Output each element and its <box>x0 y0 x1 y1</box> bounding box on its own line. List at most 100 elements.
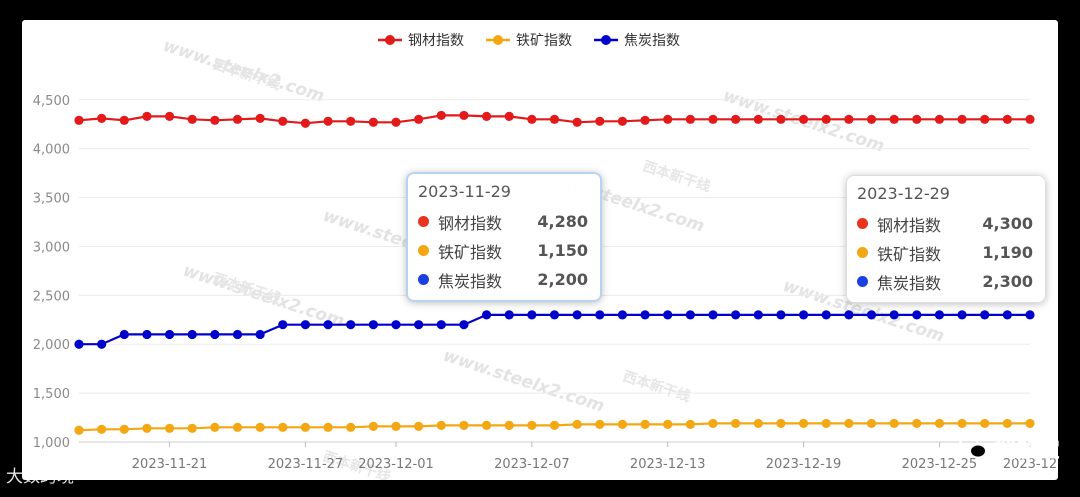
data-point[interactable] <box>640 419 650 429</box>
data-point[interactable] <box>776 310 786 320</box>
data-point[interactable] <box>346 422 356 432</box>
data-point[interactable] <box>753 310 763 320</box>
data-point[interactable] <box>481 111 492 121</box>
data-point[interactable] <box>368 421 378 431</box>
data-point[interactable] <box>1002 114 1012 124</box>
data-point[interactable] <box>912 114 922 124</box>
data-point[interactable] <box>753 418 763 429</box>
data-point[interactable] <box>481 310 492 320</box>
data-point[interactable] <box>685 419 695 429</box>
data-point[interactable] <box>640 310 650 320</box>
data-point[interactable] <box>1002 310 1012 320</box>
data-point[interactable] <box>776 418 786 429</box>
data-point[interactable] <box>97 113 107 123</box>
data-point[interactable] <box>187 329 197 340</box>
data-point[interactable] <box>527 114 537 124</box>
data-point[interactable] <box>368 320 378 330</box>
data-point[interactable] <box>866 418 877 429</box>
data-point[interactable] <box>980 310 990 320</box>
legend-item-1[interactable]: 钢材指数 <box>378 33 464 49</box>
data-point[interactable] <box>617 116 628 126</box>
data-point[interactable] <box>912 310 922 320</box>
data-point[interactable] <box>731 418 741 429</box>
data-point[interactable] <box>74 115 84 125</box>
data-point[interactable] <box>164 423 175 433</box>
data-point[interactable] <box>617 310 628 320</box>
data-point[interactable] <box>572 310 582 320</box>
data-point[interactable] <box>459 110 469 121</box>
data-point[interactable] <box>1025 418 1035 429</box>
data-point[interactable] <box>255 329 265 340</box>
data-point[interactable] <box>323 320 333 330</box>
data-point[interactable] <box>1025 310 1035 320</box>
data-point[interactable] <box>391 421 401 431</box>
data-point[interactable] <box>414 421 424 431</box>
data-point[interactable] <box>210 115 220 125</box>
data-point[interactable] <box>640 115 650 125</box>
data-point[interactable] <box>663 114 673 124</box>
data-point[interactable] <box>142 423 152 433</box>
data-point[interactable] <box>617 419 628 429</box>
data-point[interactable] <box>164 329 175 340</box>
data-point[interactable] <box>889 310 899 320</box>
data-point[interactable] <box>844 114 854 124</box>
data-point[interactable] <box>549 114 560 124</box>
data-point[interactable] <box>527 420 537 430</box>
data-point[interactable] <box>957 418 967 429</box>
data-point[interactable] <box>844 418 854 429</box>
data-point[interactable] <box>142 329 152 340</box>
data-point[interactable] <box>957 310 967 320</box>
data-point[interactable] <box>844 310 854 320</box>
data-point[interactable] <box>504 420 514 430</box>
data-point[interactable] <box>436 420 446 430</box>
data-point[interactable] <box>142 111 152 121</box>
data-point[interactable] <box>753 114 763 124</box>
data-point[interactable] <box>798 418 809 429</box>
data-point[interactable] <box>414 320 424 330</box>
data-point[interactable] <box>798 114 809 124</box>
data-point[interactable] <box>934 310 945 320</box>
data-point[interactable] <box>164 111 175 121</box>
data-point[interactable] <box>912 418 922 429</box>
data-point[interactable] <box>97 424 107 434</box>
data-point[interactable] <box>708 114 718 124</box>
data-point[interactable] <box>889 418 899 429</box>
data-point[interactable] <box>934 114 945 124</box>
legend[interactable]: 钢材指数 铁矿指数 焦炭指数 <box>378 33 680 49</box>
data-point[interactable] <box>663 419 673 429</box>
data-point[interactable] <box>232 422 243 432</box>
data-point[interactable] <box>798 310 809 320</box>
data-point[interactable] <box>572 117 582 127</box>
data-point[interactable] <box>663 310 673 320</box>
data-point[interactable] <box>436 320 446 330</box>
data-point[interactable] <box>323 116 333 126</box>
data-point[interactable] <box>119 329 129 340</box>
data-point[interactable] <box>595 116 605 126</box>
data-point[interactable] <box>368 117 378 127</box>
legend-item-2[interactable]: 铁矿指数 <box>486 33 572 49</box>
data-point[interactable] <box>232 114 243 124</box>
data-point[interactable] <box>323 422 333 432</box>
data-point[interactable] <box>436 110 446 121</box>
data-point[interactable] <box>300 320 311 330</box>
data-point[interactable] <box>980 114 990 124</box>
data-point[interactable] <box>821 418 831 429</box>
data-point[interactable] <box>889 114 899 124</box>
data-point[interactable] <box>685 114 695 124</box>
data-point[interactable] <box>459 420 469 430</box>
data-point[interactable] <box>527 310 537 320</box>
data-point[interactable] <box>481 420 492 430</box>
data-point[interactable] <box>708 418 718 429</box>
data-point[interactable] <box>119 115 129 125</box>
data-point[interactable] <box>210 329 220 340</box>
data-point[interactable] <box>119 424 129 434</box>
data-point[interactable] <box>821 114 831 124</box>
data-point[interactable] <box>391 320 401 330</box>
data-point[interactable] <box>504 310 514 320</box>
data-point[interactable] <box>549 310 560 320</box>
data-point[interactable] <box>278 116 288 126</box>
data-point[interactable] <box>595 310 605 320</box>
data-point[interactable] <box>74 339 84 349</box>
data-point[interactable] <box>866 310 877 320</box>
data-point[interactable] <box>346 320 356 330</box>
